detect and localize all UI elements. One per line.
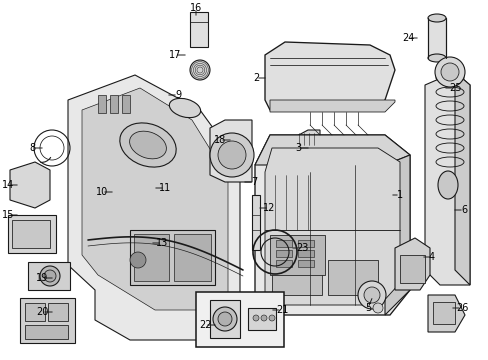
Circle shape: [213, 307, 237, 331]
Bar: [190, 12, 207, 47]
Bar: [247, 308, 275, 330]
Bar: [122, 95, 130, 113]
Text: 18: 18: [213, 135, 225, 145]
Text: 9: 9: [175, 90, 181, 100]
Bar: [12, 220, 50, 248]
Text: 5: 5: [364, 303, 370, 313]
Bar: [110, 95, 118, 113]
Ellipse shape: [427, 14, 445, 22]
Polygon shape: [294, 130, 319, 148]
Circle shape: [190, 60, 209, 80]
Text: 23: 23: [295, 243, 307, 253]
Text: 22: 22: [198, 320, 211, 330]
Circle shape: [218, 141, 245, 169]
Ellipse shape: [437, 171, 457, 199]
Circle shape: [261, 315, 266, 321]
Bar: [25, 303, 45, 321]
Text: 3: 3: [294, 143, 301, 153]
Ellipse shape: [129, 131, 166, 159]
Text: 7: 7: [250, 177, 257, 187]
Circle shape: [363, 287, 379, 303]
Bar: [275, 250, 291, 257]
Text: 13: 13: [156, 238, 168, 248]
Bar: [399, 255, 424, 283]
Ellipse shape: [427, 54, 445, 62]
Bar: [275, 260, 291, 267]
Text: 20: 20: [36, 307, 48, 317]
Polygon shape: [82, 88, 227, 310]
Text: 16: 16: [189, 3, 202, 13]
Bar: [269, 235, 325, 275]
Bar: [48, 303, 68, 321]
Bar: [28, 262, 70, 290]
Polygon shape: [394, 238, 429, 290]
Bar: [275, 240, 291, 247]
Text: 8: 8: [29, 143, 35, 153]
Text: 14: 14: [2, 180, 14, 190]
Bar: [134, 234, 169, 281]
Text: 26: 26: [455, 303, 467, 313]
Text: 6: 6: [460, 205, 466, 215]
Text: 2: 2: [252, 73, 259, 83]
Polygon shape: [254, 135, 409, 315]
Circle shape: [357, 281, 385, 309]
Polygon shape: [264, 42, 394, 110]
Bar: [251, 195, 260, 250]
Bar: [432, 302, 454, 324]
Text: 10: 10: [96, 187, 108, 197]
Text: 12: 12: [262, 203, 275, 213]
Circle shape: [268, 315, 274, 321]
Polygon shape: [269, 100, 394, 112]
Ellipse shape: [169, 98, 200, 118]
Polygon shape: [68, 75, 240, 340]
Polygon shape: [427, 295, 464, 332]
Bar: [209, 300, 240, 338]
Polygon shape: [10, 162, 50, 208]
Text: 1: 1: [396, 190, 402, 200]
Polygon shape: [264, 148, 399, 305]
Bar: [196, 292, 284, 347]
Circle shape: [434, 57, 464, 87]
Bar: [427, 18, 445, 58]
Circle shape: [209, 133, 253, 177]
Circle shape: [130, 252, 146, 268]
Text: 25: 25: [448, 83, 460, 93]
Polygon shape: [424, 72, 469, 285]
Bar: [174, 234, 210, 281]
Text: 4: 4: [428, 252, 434, 262]
Polygon shape: [454, 72, 469, 285]
Bar: [271, 260, 321, 295]
Polygon shape: [254, 135, 409, 165]
Bar: [297, 250, 313, 257]
Text: 21: 21: [275, 305, 287, 315]
Text: 24: 24: [401, 33, 413, 43]
Text: 19: 19: [36, 273, 48, 283]
Text: 11: 11: [159, 183, 171, 193]
Circle shape: [218, 312, 231, 326]
Bar: [98, 95, 106, 113]
Bar: [130, 230, 215, 285]
Bar: [327, 260, 377, 295]
Polygon shape: [384, 155, 409, 315]
Bar: [20, 298, 75, 343]
Text: 15: 15: [2, 210, 14, 220]
Bar: [297, 260, 313, 267]
Bar: [8, 215, 56, 253]
Circle shape: [252, 315, 259, 321]
Bar: [297, 240, 313, 247]
Text: 17: 17: [168, 50, 181, 60]
Circle shape: [440, 63, 458, 81]
Circle shape: [372, 303, 382, 313]
Circle shape: [40, 266, 60, 286]
Ellipse shape: [120, 123, 176, 167]
Circle shape: [44, 270, 56, 282]
Polygon shape: [209, 120, 251, 182]
Bar: [25, 325, 68, 339]
